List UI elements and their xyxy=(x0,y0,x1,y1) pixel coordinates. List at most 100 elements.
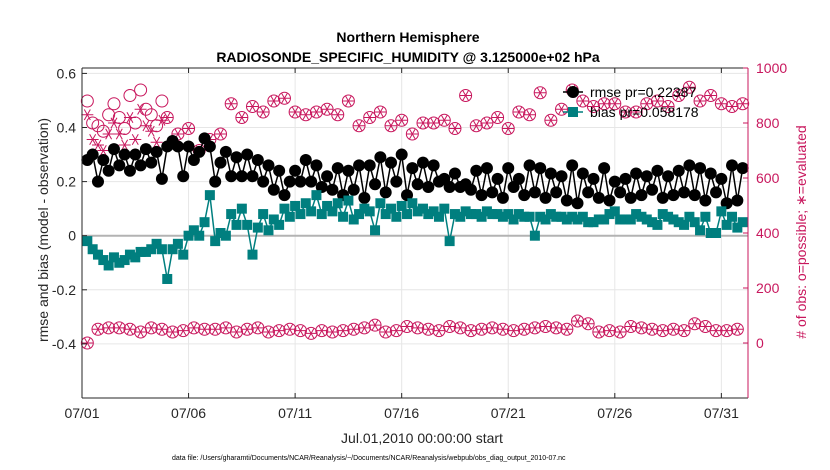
bias-marker-26 xyxy=(220,230,231,241)
y-tick-label-2: 0 xyxy=(68,228,76,244)
obs-evaluated-marker-120 xyxy=(720,325,733,337)
rmse-marker-81 xyxy=(512,172,525,185)
obs-upper-asterisk-58 xyxy=(694,95,707,107)
obs-evaluated-marker-88 xyxy=(550,322,563,334)
rmse-marker-109 xyxy=(662,170,675,183)
rmse-marker-36 xyxy=(273,164,286,177)
bias-marker-1 xyxy=(87,244,98,255)
bias-marker-3 xyxy=(98,255,109,266)
y-right-tick-label-4: 800 xyxy=(756,115,780,131)
rmse-marker-100 xyxy=(614,186,627,199)
rmse-marker-33 xyxy=(257,175,270,188)
bias-marker-95 xyxy=(588,217,599,228)
rmse-marker-38 xyxy=(283,175,296,188)
rmse-marker-17 xyxy=(171,140,184,153)
bias-marker-45 xyxy=(322,200,333,211)
obs-upper-asterisk-51 xyxy=(619,106,632,118)
bias-marker-34 xyxy=(263,225,274,236)
rmse-marker-58 xyxy=(390,175,403,188)
rmse-marker-18 xyxy=(177,170,190,183)
bias-marker-14 xyxy=(156,244,167,255)
rmse-marker-52 xyxy=(358,191,371,204)
bias-marker-37 xyxy=(279,203,290,214)
y-right-tick-label-3: 600 xyxy=(756,170,780,186)
bias-marker-60 xyxy=(402,209,413,220)
rmse-marker-62 xyxy=(411,178,424,191)
bias-marker-24 xyxy=(210,236,221,247)
bias-marker-4 xyxy=(103,260,114,271)
obs-upper-asterisk-41 xyxy=(512,106,525,118)
bias-marker-96 xyxy=(593,214,604,225)
obs-evaluated-marker-26 xyxy=(219,322,232,334)
bias-marker-55 xyxy=(375,198,386,209)
bias-marker-100 xyxy=(615,214,626,225)
obs-upper-asterisk-26 xyxy=(353,120,366,132)
rmse-marker-25 xyxy=(214,156,227,169)
obs-upper-asterisk-23 xyxy=(321,103,334,115)
rmse-marker-84 xyxy=(528,186,541,199)
rmse-marker-99 xyxy=(608,175,621,188)
rmse-marker-119 xyxy=(715,172,728,185)
bias-marker-36 xyxy=(274,219,285,230)
obs-evaluated-marker-58 xyxy=(390,325,403,337)
obs-evaluated-marker-20 xyxy=(187,322,200,334)
bias-marker-99 xyxy=(609,206,620,217)
bias-marker-21 xyxy=(194,230,205,241)
bias-marker-119 xyxy=(716,206,727,217)
bias-marker-93 xyxy=(577,211,588,222)
bias-marker-59 xyxy=(396,200,407,211)
obs-possible-upper-marker-9 xyxy=(128,116,142,130)
rmse-series xyxy=(81,132,749,210)
rmse-marker-51 xyxy=(353,159,366,172)
x-tick-label-1: 07/06 xyxy=(171,405,206,421)
obs-evaluated-marker-14 xyxy=(155,323,168,335)
bias-marker-50 xyxy=(348,214,359,225)
x-tick-label-3: 07/16 xyxy=(384,405,419,421)
rmse-marker-75 xyxy=(480,162,493,175)
obs-upper-asterisk-55 xyxy=(662,101,675,112)
legend-bias-marker xyxy=(568,107,578,117)
obs-upper-asterisk-16 xyxy=(246,101,259,112)
obs-upper-asterisk-28 xyxy=(374,106,387,118)
bias-marker-66 xyxy=(433,211,444,222)
bias-marker-22 xyxy=(199,217,210,228)
obs-upper-asterisk-53 xyxy=(640,98,653,110)
bias-marker-53 xyxy=(364,206,375,217)
obs-evaluated-marker-110 xyxy=(667,323,680,335)
rmse-marker-13 xyxy=(150,145,163,158)
y-axis-label: rmse and bias (model - observation) xyxy=(35,118,51,342)
y-tick-labels: -0.4 -0.2 0 0.2 0.4 0.6 xyxy=(52,65,76,351)
x-tick-label-4: 07/21 xyxy=(491,405,526,421)
obs-evaluated-marker-36 xyxy=(273,325,286,337)
obs-upper-asterisk-27 xyxy=(363,112,376,123)
obs-upper-asterisk-37 xyxy=(470,120,483,132)
rmse-marker-83 xyxy=(523,159,536,172)
obs-evaluated-marker-24 xyxy=(209,323,222,335)
rmse-marker-11 xyxy=(139,143,152,156)
bias-marker-121 xyxy=(727,211,738,222)
footnote: data file: /Users/gharamti/Documents/NCA… xyxy=(172,455,566,462)
obs-evaluated-marker-28 xyxy=(230,326,243,338)
obs-evaluated-upper-marker-13 xyxy=(150,136,163,148)
y-right-tick-label-2: 400 xyxy=(756,225,780,241)
rmse-marker-7 xyxy=(118,148,131,161)
obs-evaluated-marker-16 xyxy=(166,326,179,338)
bias-marker-41 xyxy=(300,198,311,209)
rmse-marker-85 xyxy=(534,162,547,175)
rmse-marker-91 xyxy=(566,159,579,172)
rmse-marker-96 xyxy=(592,191,605,204)
rmse-marker-63 xyxy=(416,156,429,169)
obs-upper-asterisk-47 xyxy=(576,95,589,107)
bias-marker-44 xyxy=(316,209,327,220)
obs-evaluated-marker-44 xyxy=(315,325,328,337)
obs-evaluated-marker-80 xyxy=(507,325,520,337)
bias-marker-117 xyxy=(705,228,716,238)
bias-marker-115 xyxy=(695,225,706,236)
obs-evaluated-upper-marker-7 xyxy=(118,139,131,151)
obs-upper-asterisk-13 xyxy=(214,128,227,140)
rmse-marker-59 xyxy=(395,148,408,161)
bias-marker-52 xyxy=(359,203,370,214)
obs-upper-asterisk-49 xyxy=(598,98,611,110)
obs-upper-asterisk-15 xyxy=(235,112,248,123)
y-tick-label-3: 0.2 xyxy=(57,174,77,190)
